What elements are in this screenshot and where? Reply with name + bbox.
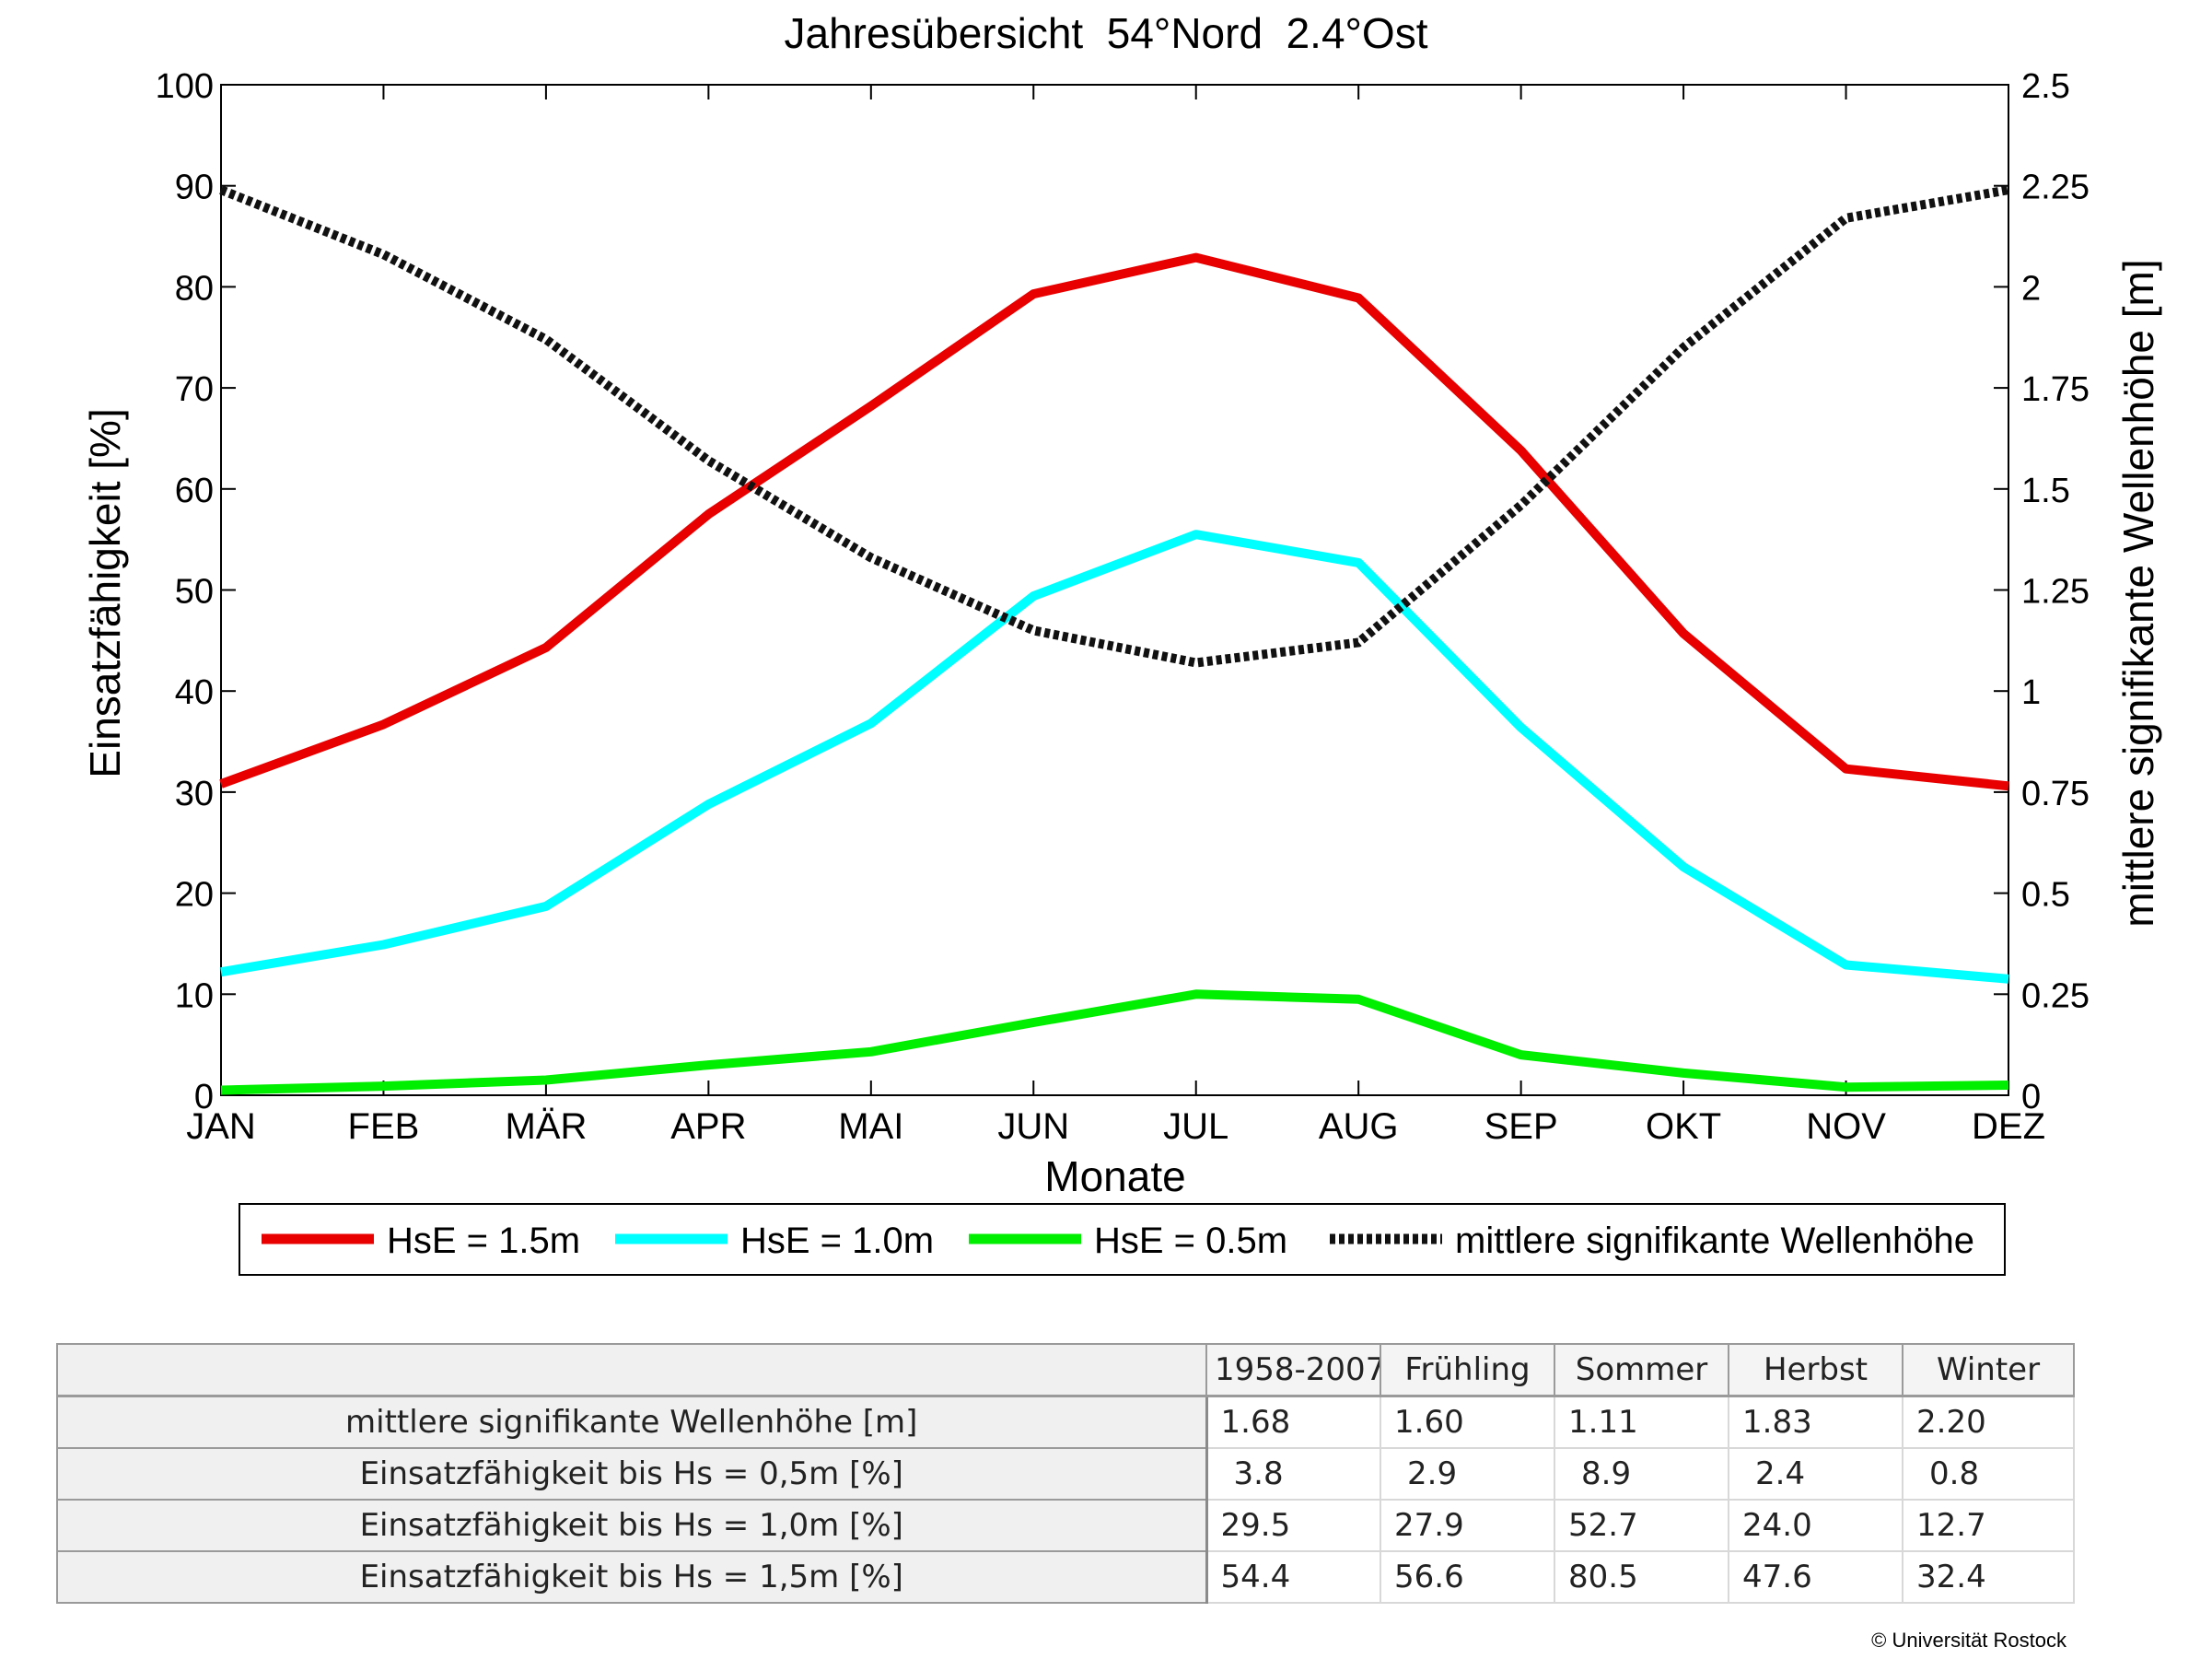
y2-tick-label: 2.5	[2021, 67, 2070, 106]
x-axis-label: Monate	[1044, 1152, 1185, 1200]
y2-tick-label: 1.75	[2021, 370, 2090, 409]
x-tick-label: NOV	[1806, 1106, 1886, 1147]
x-tick-label: MAI	[838, 1106, 903, 1147]
legend: HsE = 1.5m HsE = 1.0m HsE = 0.5m mittlere s…	[239, 1203, 2006, 1276]
x-tick-label: SEP	[1484, 1106, 1558, 1147]
y-tick-label: 30	[175, 775, 214, 813]
x-tick-label: JAN	[186, 1106, 256, 1147]
x-tick-label: AUG	[1319, 1106, 1399, 1147]
y-tick-label: 60	[175, 472, 214, 510]
legend-label: HsE = 1.5m	[387, 1221, 580, 1261]
right-axis-ticks: 0 0.25 0.5 0.75 1 1.25 1.5 1.75 2 2.25 2.5	[1994, 67, 2090, 1116]
table-cell: 1.60	[1380, 1395, 1555, 1449]
y2-tick-label: 0.75	[2021, 775, 2090, 813]
table-header-cell: 1958-2007	[1205, 1343, 1381, 1397]
table-cell: 2.4	[1728, 1447, 1903, 1501]
table-cell: 56.6	[1380, 1550, 1555, 1604]
table-cell: 8.9	[1554, 1447, 1729, 1501]
table-cell: 80.5	[1554, 1550, 1729, 1604]
table-cell: 47.6	[1728, 1550, 1903, 1604]
table-cell: 1.83	[1728, 1395, 1903, 1449]
series-line-hse-1-0m	[220, 530, 2009, 984]
y-tick-label: 10	[175, 976, 214, 1015]
table-header-cell: Herbst	[1728, 1343, 1903, 1397]
y2-tick-label: 1.25	[2021, 573, 2090, 612]
y-tick-label: 80	[175, 269, 214, 308]
table-cell: 2.20	[1902, 1395, 2075, 1449]
table-header-cell: Winter	[1902, 1343, 2075, 1397]
table-row-label: Einsatzfähigkeit bis Hs = 0,5m [%]	[56, 1447, 1208, 1501]
chart-title: Jahresübersicht 54°Nord 2.4°Ost	[784, 9, 1427, 57]
x-tick-label: MÄR	[505, 1106, 587, 1147]
table-row: Einsatzfähigkeit bis Hs = 1,0m [%] 29.5 …	[56, 1499, 2075, 1552]
table-cell: 54.4	[1205, 1550, 1381, 1604]
y2-tick-label: 0.5	[2021, 876, 2070, 915]
table-cell: 1.68	[1205, 1395, 1381, 1449]
x-tick-label: JUL	[1163, 1106, 1228, 1147]
y-tick-label: 50	[175, 573, 214, 612]
y2-tick-label: 1.5	[2021, 472, 2070, 510]
table-cell: 1.11	[1554, 1395, 1729, 1449]
y2-tick-label: 0	[2021, 1078, 2041, 1116]
series-line-mittlere-signifikante-wellenh-he	[219, 185, 2009, 668]
table-row-label: Einsatzfähigkeit bis Hs = 1,5m [%]	[56, 1550, 1208, 1604]
plot-area	[220, 84, 2009, 1096]
y2-tick-label: 1	[2021, 673, 2041, 712]
legend-box	[239, 1203, 2006, 1276]
table-header-cell: Sommer	[1554, 1343, 1729, 1397]
series-line-hse-0-5m	[220, 989, 2009, 1095]
table-cell: 32.4	[1902, 1550, 2075, 1604]
left-axis-ticks: 0 10 20 30 40 50 60 70 80 90 100	[156, 67, 236, 1116]
y2-tick-label: 2.25	[2021, 169, 2090, 207]
table-row-label: Einsatzfähigkeit bis Hs = 1,0m [%]	[56, 1499, 1208, 1552]
y2-axis-label: mittlere signifikante Wellenhöhe [m]	[2114, 259, 2162, 927]
table-cell: 27.9	[1380, 1499, 1555, 1552]
y2-tick-label: 2	[2021, 269, 2041, 308]
table-cell: 24.0	[1728, 1499, 1903, 1552]
y-axis-label: Einsatzfähigkeit [%]	[81, 408, 129, 777]
legend-label: HsE = 1.0m	[740, 1221, 934, 1261]
x-axis-ticks: JAN FEB MÄR APR MAI JUN JUL AUG SEP OKT NOV DEZ	[186, 85, 2045, 1147]
x-tick-label: OKT	[1646, 1106, 1721, 1147]
table-cell: 2.9	[1380, 1447, 1555, 1501]
legend-label: HsE = 0.5m	[1094, 1221, 1287, 1261]
x-tick-label: JUN	[997, 1106, 1069, 1147]
table-cell: 29.5	[1205, 1499, 1381, 1552]
x-tick-label: APR	[670, 1106, 746, 1147]
x-tick-label: FEB	[348, 1106, 420, 1147]
table-cell: 12.7	[1902, 1499, 2075, 1552]
plot-border	[220, 84, 2009, 1096]
x-tick-label: DEZ	[1972, 1106, 2045, 1147]
series-line-hse-1-5m	[219, 252, 2009, 791]
y2-tick-label: 0.25	[2021, 976, 2090, 1015]
table-row: Einsatzfähigkeit bis Hs = 1,5m [%] 54.4 …	[56, 1550, 2075, 1604]
table-row: Einsatzfähigkeit bis Hs = 0,5m [%] 3.8 2…	[56, 1447, 2075, 1501]
summary-table: 1958-2007 Frühling Sommer Herbst Winter …	[56, 1343, 2075, 1604]
table-cell: 3.8	[1205, 1447, 1381, 1501]
y-tick-label: 0	[194, 1078, 214, 1116]
y-tick-label: 70	[175, 370, 214, 409]
copyright-notice: © Universität Rostock	[1871, 1629, 2066, 1652]
table-header-cell: Frühling	[1380, 1343, 1555, 1397]
table-cell: 52.7	[1554, 1499, 1729, 1552]
y-tick-label: 20	[175, 876, 214, 915]
table-header-row: 1958-2007 Frühling Sommer Herbst Winter	[56, 1343, 2075, 1397]
y-tick-label: 40	[175, 673, 214, 712]
y-tick-label: 100	[156, 67, 214, 106]
table-corner-cell	[56, 1343, 1207, 1397]
table-row: mittlere signifikante Wellenhöhe [m] 1.6…	[56, 1395, 2075, 1449]
legend-label: mittlere signifikante Wellenhöhe	[1455, 1221, 1974, 1261]
y-tick-label: 90	[175, 169, 214, 207]
table-row-label: mittlere signifikante Wellenhöhe [m]	[56, 1395, 1208, 1449]
series-lines	[219, 185, 2009, 1095]
table-cell: 0.8	[1902, 1447, 2075, 1501]
